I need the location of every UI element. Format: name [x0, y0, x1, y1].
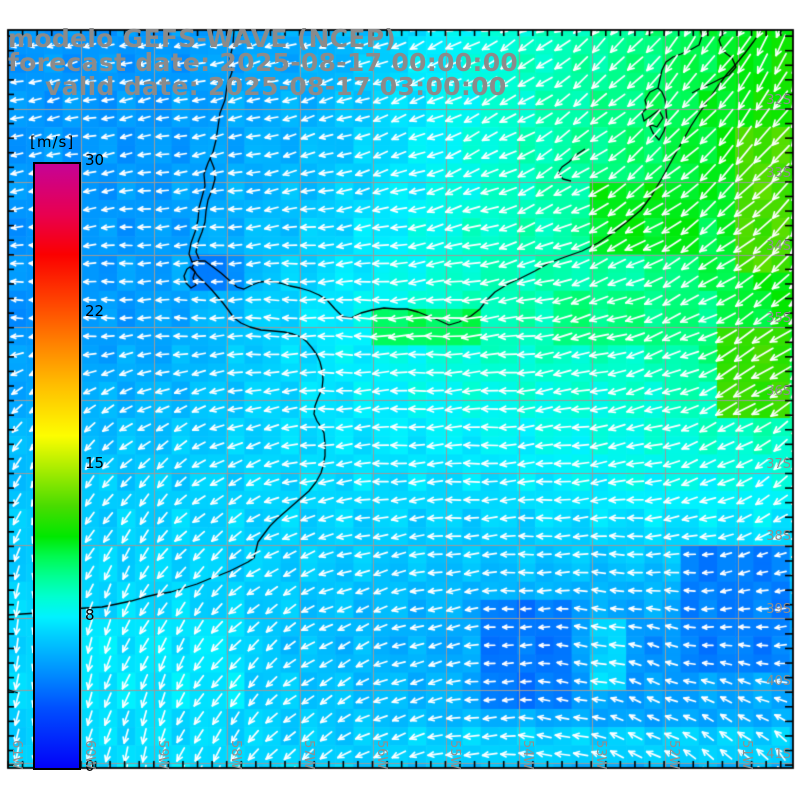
lat-label: 34S [766, 239, 791, 254]
lat-label: 39S [766, 602, 791, 617]
lon-label: 51W [739, 740, 754, 770]
colorbar-tick-label: 0 [85, 757, 95, 775]
colorbar-tick-label: 22 [85, 302, 105, 320]
lat-label: 38S [766, 529, 791, 544]
lon-label: 54W [520, 740, 535, 770]
lon-label: 55W [447, 740, 462, 770]
colorbar-tick-label: 15 [85, 454, 105, 472]
colorbar-unit-label: [m/s] [30, 133, 75, 151]
lat-label: 32S [766, 93, 791, 108]
colorbar-gradient [33, 162, 81, 770]
lat-label: 41S [766, 747, 791, 762]
lon-label: 56W [374, 740, 389, 770]
lat-label: 40S [766, 674, 791, 689]
lon-label: 58W [228, 740, 243, 770]
colorbar-tick-label: 8 [85, 606, 95, 624]
lon-label: 53W [593, 740, 608, 770]
lat-label: 33S [766, 166, 791, 181]
lon-label: 61W [9, 740, 24, 770]
lon-label: 52W [666, 740, 681, 770]
lon-label: 57W [301, 740, 316, 770]
lat-label: 37S [766, 457, 791, 472]
lat-label: 35S [766, 311, 791, 326]
colorbar-tick-label: 30 [85, 151, 105, 169]
lon-label: 59W [155, 740, 170, 770]
lon-label: 60W [82, 740, 97, 770]
lat-label: 36S [766, 384, 791, 399]
